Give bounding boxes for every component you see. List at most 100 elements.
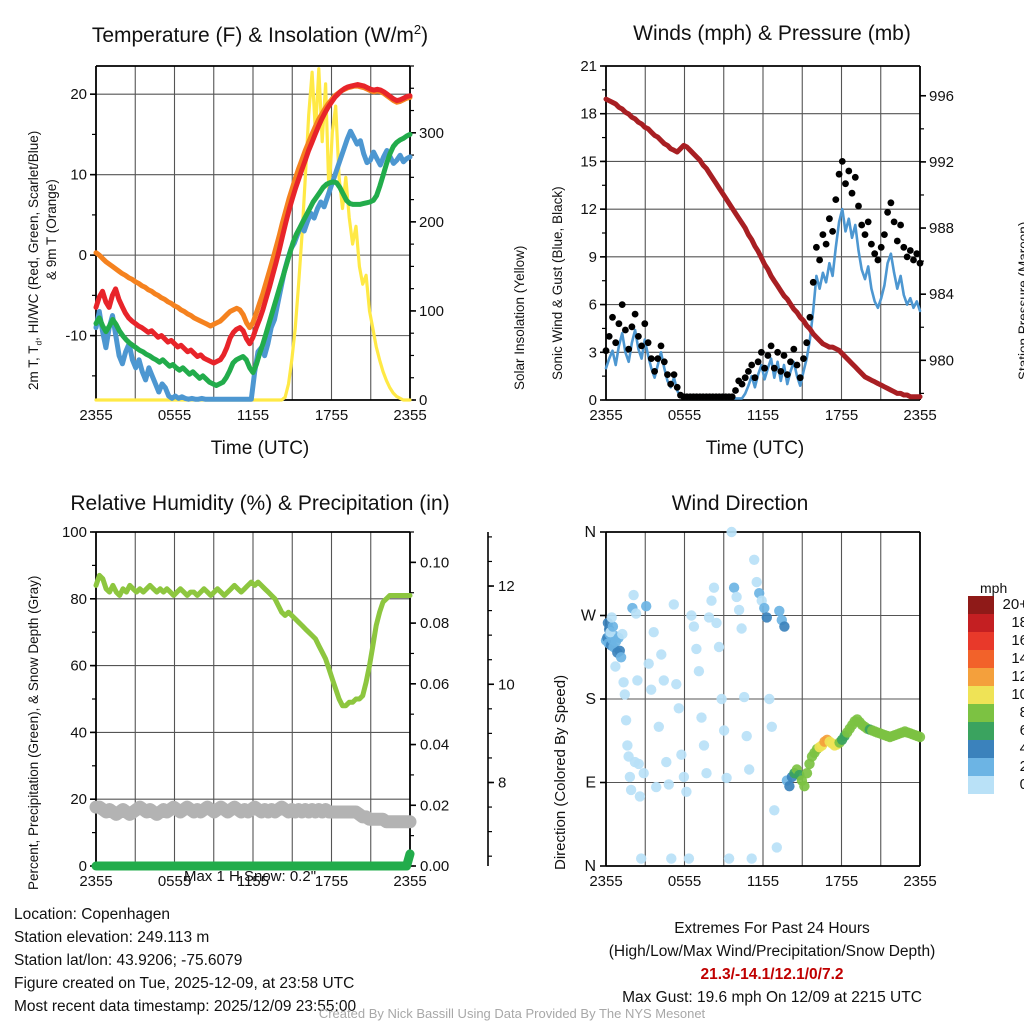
svg-text:2: 2 [1020, 758, 1024, 775]
svg-text:0.02: 0.02 [420, 797, 449, 814]
svg-text:1755: 1755 [315, 407, 348, 424]
svg-text:0.08: 0.08 [420, 615, 449, 632]
svg-text:1755: 1755 [825, 407, 858, 424]
svg-text:0.10: 0.10 [420, 554, 449, 571]
panel-humidity-title: Relative Humidity (%) & Precipitation (i… [70, 492, 450, 515]
svg-text:6: 6 [589, 297, 597, 314]
max-gust-line: Max Gust: 19.6 mph On 12/09 at 2215 UTC [622, 989, 922, 1006]
svg-text:0.00: 0.00 [420, 858, 449, 875]
panel-winds: Winds (mph) & Pressure (mb) Sonic Wind &… [520, 0, 1024, 470]
extremes-subtitle: (High/Low/Max Wind/Precipitation/Snow De… [608, 943, 936, 960]
svg-text:1155: 1155 [747, 873, 779, 890]
title-superscript: 2 [413, 22, 422, 37]
svg-text:8: 8 [1020, 704, 1024, 721]
svg-text:988: 988 [929, 220, 954, 237]
elevation-line: Station elevation: 249.113 m [14, 929, 210, 946]
svg-text:8: 8 [498, 775, 506, 792]
timestamp-line: Most recent data timestamp: 2025/12/09 2… [14, 998, 357, 1015]
panel-temperature: Temperature (F) & Insolation (W/m2) 2m T… [0, 0, 527, 470]
panel-wind-direction: Wind Direction Direction (Colored By Spe… [520, 470, 1024, 910]
temperature-ylabel-left-line2: & 9m T (Orange) [44, 179, 59, 280]
winds-plot: 0 3 6 9 12 15 18 21 980 984 988 992 996 2355 0555 1155 1… [580, 58, 954, 424]
humidity-plot: 0 20 40 60 80 100 0.00 0.02 0.04 0.06 0.08 0.10 8 10 1… [62, 524, 515, 890]
svg-text:10: 10 [1011, 686, 1024, 703]
latlon-line: Station lat/lon: 43.9206; -75.6079 [14, 952, 243, 969]
svg-text:0: 0 [1020, 776, 1024, 793]
winds-xlabel: Time (UTC) [705, 438, 805, 459]
svg-text:0.06: 0.06 [420, 676, 449, 693]
svg-text:N: N [584, 524, 596, 541]
svg-text:3: 3 [589, 344, 597, 361]
svg-text:21: 21 [580, 58, 597, 75]
svg-text:60: 60 [70, 658, 87, 675]
svg-text:2355: 2355 [393, 873, 426, 890]
svg-text:1755: 1755 [315, 873, 348, 890]
svg-text:9: 9 [589, 249, 597, 266]
svg-text:12: 12 [580, 201, 597, 218]
svg-text:4: 4 [1020, 740, 1024, 757]
svg-text:100: 100 [419, 303, 444, 320]
wind-direction-ylabel: Direction (Colored By Speed) [552, 674, 569, 870]
svg-text:18: 18 [580, 106, 597, 123]
title-text-pre: Temperature (F) & Insolation (W/m [91, 24, 414, 47]
credit-line: Created By Nick Bassill Using Data Provi… [318, 1006, 706, 1021]
svg-text:0: 0 [419, 392, 427, 409]
extremes-title: Extremes For Past 24 Hours [674, 920, 870, 937]
location-line: Location: Copenhagen [14, 906, 170, 923]
svg-text:300: 300 [419, 125, 444, 142]
winds-ylabel-left: Sonic Wind & Gust (Blue, Black) [550, 186, 565, 380]
svg-text:18: 18 [1011, 614, 1024, 631]
svg-text:80: 80 [70, 591, 87, 608]
svg-text:10: 10 [70, 167, 87, 184]
svg-text:16: 16 [1011, 632, 1024, 649]
svg-text:6: 6 [1020, 722, 1024, 739]
panel-winds-title: Winds (mph) & Pressure (mb) [633, 22, 911, 45]
svg-text:2355: 2355 [589, 873, 622, 890]
svg-text:996: 996 [929, 88, 954, 105]
svg-text:-10: -10 [65, 328, 87, 345]
svg-text:980: 980 [929, 352, 954, 369]
svg-text:2355: 2355 [79, 873, 112, 890]
svg-text:0555: 0555 [158, 873, 191, 890]
svg-text:14: 14 [1011, 650, 1024, 667]
svg-text:E: E [585, 775, 596, 792]
svg-text:40: 40 [70, 724, 87, 741]
svg-text:2355: 2355 [903, 407, 936, 424]
svg-text:1755: 1755 [825, 873, 858, 890]
svg-text:0555: 0555 [668, 873, 701, 890]
svg-text:2355: 2355 [79, 407, 112, 424]
svg-text:2355: 2355 [903, 873, 936, 890]
created-line: Figure created on Tue, 2025-12-09, at 23… [14, 975, 355, 992]
svg-text:0: 0 [79, 247, 87, 264]
svg-text:0: 0 [589, 392, 597, 409]
svg-text:15: 15 [580, 153, 597, 170]
extremes-values: 21.3/-14.1/12.1/0/7.2 [700, 966, 844, 983]
panel-humidity: Relative Humidity (%) & Precipitation (i… [0, 470, 520, 910]
svg-text:0.04: 0.04 [420, 737, 449, 754]
svg-text:200: 200 [419, 214, 444, 231]
svg-text:0555: 0555 [668, 407, 701, 424]
svg-text:20+: 20+ [1003, 596, 1024, 613]
svg-text:1155: 1155 [237, 873, 269, 890]
svg-text:12: 12 [498, 578, 515, 595]
svg-text:W: W [581, 608, 597, 625]
svg-text:2355: 2355 [393, 407, 426, 424]
svg-text:1155: 1155 [747, 407, 779, 424]
humidity-ylabel-left: Percent, Precipitation (Green), & Snow D… [26, 575, 41, 890]
panel-wind-direction-title: Wind Direction [671, 492, 809, 515]
svg-text:N: N [584, 858, 596, 875]
svg-text:0: 0 [79, 858, 87, 875]
svg-text:S: S [585, 691, 596, 708]
temperature-xlabel: Time (UTC) [210, 438, 310, 459]
svg-text:2355: 2355 [589, 407, 622, 424]
colorbar-title: mph [980, 580, 1008, 596]
svg-text:20: 20 [70, 791, 87, 808]
svg-text:10: 10 [498, 676, 515, 693]
svg-text:984: 984 [929, 286, 954, 303]
svg-text:0555: 0555 [158, 407, 191, 424]
svg-text:12: 12 [1011, 668, 1024, 685]
temperature-ylabel-left-line1: 2m T, Td, HI/WC (Red, Green, Scarlet/Blu… [26, 130, 44, 390]
svg-text:992: 992 [929, 154, 954, 171]
